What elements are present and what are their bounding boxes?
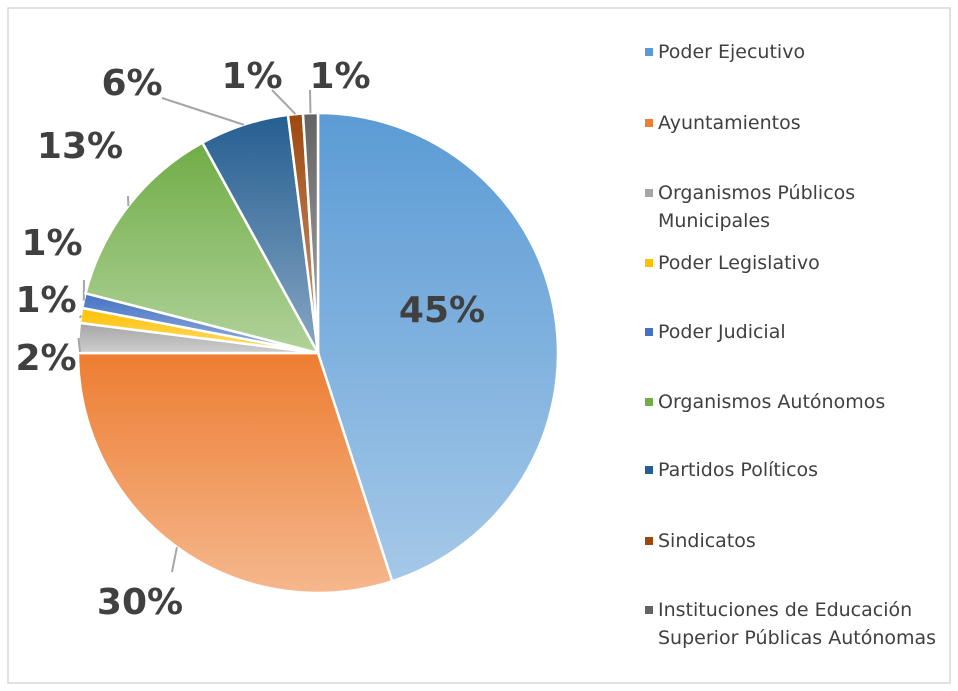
legend-swatch bbox=[645, 48, 653, 56]
legend-swatch bbox=[645, 328, 653, 336]
legend-label: Sindicatos bbox=[658, 530, 756, 552]
leader-line bbox=[161, 97, 245, 126]
legend-swatch bbox=[645, 606, 653, 614]
legend-swatch bbox=[645, 466, 653, 474]
leader-line bbox=[79, 315, 82, 319]
frame bbox=[7, 7, 951, 684]
legend-label: Poder Judicial bbox=[658, 321, 786, 343]
legend-label: Organismos Públicos Municipales bbox=[658, 182, 856, 232]
legend-swatch bbox=[645, 119, 653, 127]
data-label: 45% bbox=[399, 290, 485, 331]
legend-swatch bbox=[645, 398, 653, 406]
data-label: 13% bbox=[37, 126, 123, 167]
legend-label: Ayuntamientos bbox=[658, 112, 801, 134]
leader-line bbox=[171, 546, 178, 573]
leader-line bbox=[271, 89, 297, 115]
data-label: 1% bbox=[221, 56, 282, 97]
data-label: 30% bbox=[97, 582, 183, 623]
legend-item: Organismos Autónomos bbox=[645, 388, 950, 416]
legend-swatch bbox=[645, 537, 653, 545]
leader-line bbox=[77, 337, 81, 353]
data-label: 6% bbox=[101, 63, 162, 104]
legend-item: Instituciones de Educación Superior Públ… bbox=[645, 596, 950, 652]
legend-item: Ayuntamientos bbox=[645, 109, 950, 137]
legend-item: Sindicatos bbox=[645, 527, 950, 555]
data-label: 1% bbox=[309, 56, 370, 97]
legend-item: Partidos Políticos bbox=[645, 456, 950, 484]
legend-item: Organismos Públicos Municipales bbox=[645, 179, 950, 235]
legend-label: Instituciones de Educación Superior Públ… bbox=[658, 599, 937, 649]
legend-label: Organismos Autónomos bbox=[658, 391, 886, 413]
pie-slice bbox=[301, 111, 320, 354]
legend-item: Poder Ejecutivo bbox=[645, 38, 950, 66]
data-label: 1% bbox=[15, 280, 76, 321]
legend-swatch bbox=[645, 259, 653, 267]
legend-item: Poder Judicial bbox=[645, 318, 950, 346]
data-label: 2% bbox=[15, 338, 76, 379]
legend-label: Poder Ejecutivo bbox=[658, 41, 806, 63]
legend-swatch bbox=[645, 189, 653, 197]
legend-label: Partidos Políticos bbox=[658, 459, 819, 481]
legend-item: Poder Legislativo bbox=[645, 249, 950, 277]
data-label: 1% bbox=[21, 223, 82, 264]
legend-label: Poder Legislativo bbox=[658, 252, 820, 274]
pie-slice bbox=[316, 111, 560, 583]
